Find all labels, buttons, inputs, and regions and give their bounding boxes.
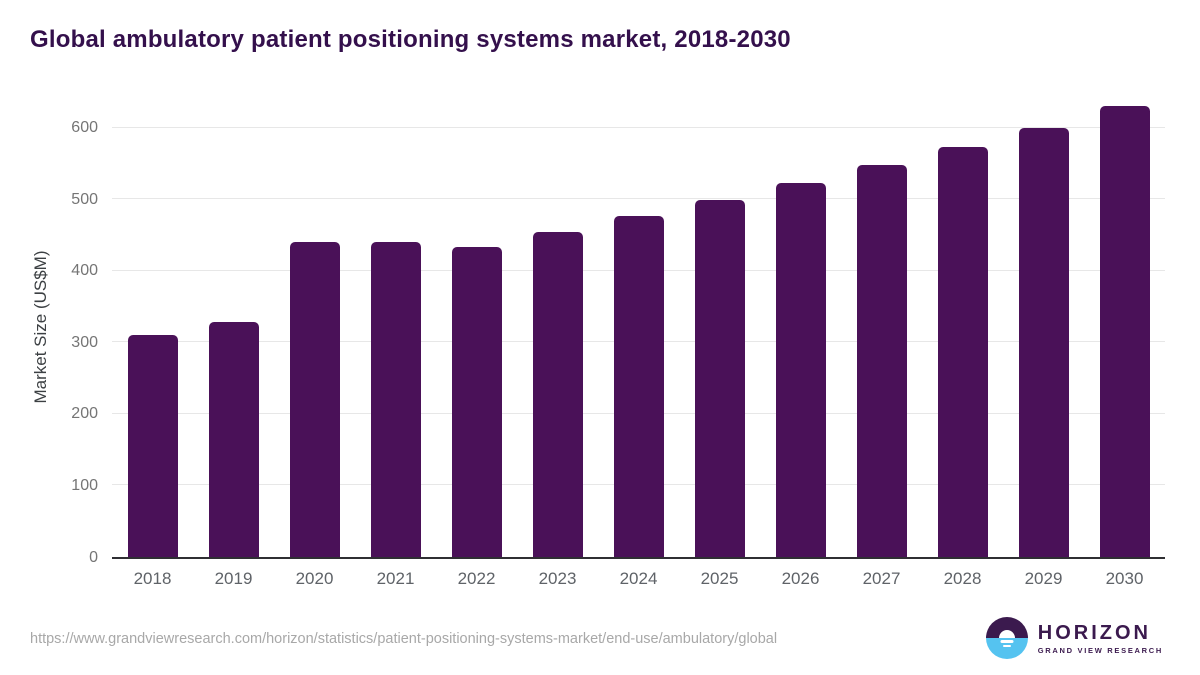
bar-2028: [937, 147, 988, 557]
bar-2027: [856, 164, 907, 557]
gridline-600: [112, 126, 1165, 128]
logo-sun-shape: [998, 630, 1015, 638]
y-tick-label-0: 0: [89, 548, 98, 566]
y-tick-label-100: 100: [71, 476, 98, 494]
y-tick-label-600: 600: [71, 119, 98, 137]
y-axis-title: Market Size (US$M): [31, 250, 50, 404]
bar-slot-2022: [436, 94, 517, 557]
x-tick-label-2027: 2027: [862, 569, 901, 588]
bar-2019: [208, 322, 259, 557]
plot-area: 0 100 200 300 400 500 600: [71, 94, 1165, 566]
x-axis-labels: 2018 2019 2020 2021 2022 2023 2024 2025 2026 2027…: [112, 569, 1165, 589]
bar-2021: [370, 242, 421, 557]
x-tick-label-2026: 2026: [781, 569, 820, 588]
y-tick-label-200: 200: [71, 405, 98, 423]
bar-slot-2027: [841, 94, 922, 557]
bar-2030: [1099, 106, 1150, 557]
x-tick-label-2020: 2020: [295, 569, 334, 588]
x-tick-label-2023: 2023: [538, 569, 577, 588]
bar-slot-2023: [517, 94, 598, 557]
x-tick-label-2030: 2030: [1105, 569, 1144, 588]
horizon-logo: HORIZON GRAND VIEW RESEARCH: [985, 617, 1163, 659]
bar-2025: [694, 200, 745, 557]
x-tick-label-2018: 2018: [133, 569, 172, 588]
bar-slot-2019: [193, 94, 274, 557]
bar-slot-2018: [112, 94, 193, 557]
logo-brand-name: HORIZON: [1037, 621, 1151, 644]
bar-slot-2024: [598, 94, 679, 557]
bar-slot-2025: [679, 94, 760, 557]
x-tick-label-2022: 2022: [457, 569, 496, 588]
source-url: https://www.grandviewresearch.com/horizo…: [30, 631, 778, 647]
bar-slot-2026: [760, 94, 841, 557]
y-tick-label-500: 500: [71, 190, 98, 208]
bars-layer: [112, 94, 1165, 557]
bar-slot-2028: [922, 94, 1003, 557]
bar-2026: [775, 182, 826, 557]
x-tick-label-2019: 2019: [214, 569, 253, 588]
x-tick-label-2025: 2025: [700, 569, 739, 588]
horizon-sun-icon: [985, 617, 1028, 659]
bar-slot-2020: [274, 94, 355, 557]
logo-reflection-line-1: [1000, 640, 1014, 643]
bar-slot-2021: [355, 94, 436, 557]
x-tick-label-2028: 2028: [943, 569, 982, 588]
bar-2020: [289, 241, 340, 557]
x-tick-label-2024: 2024: [619, 569, 658, 588]
logo-tagline: GRAND VIEW RESEARCH: [1037, 645, 1163, 655]
chart-title: Global ambulatory patient positioning sy…: [30, 26, 791, 53]
logo-reflection-line-2: [1002, 645, 1011, 647]
x-tick-label-2029: 2029: [1024, 569, 1063, 588]
x-tick-label-2021: 2021: [376, 569, 415, 588]
bar-2022: [451, 247, 502, 557]
y-tick-label-400: 400: [71, 262, 98, 280]
bar-2023: [532, 232, 583, 557]
bar-2029: [1018, 127, 1069, 557]
bar-slot-2030: [1084, 94, 1165, 557]
y-tick-label-300: 300: [71, 333, 98, 351]
logo-text: HORIZON GRAND VIEW RESEARCH: [1038, 622, 1163, 655]
bar-2024: [613, 215, 664, 557]
bar-2018: [127, 335, 178, 557]
gridline-500: [112, 198, 1165, 200]
bar-slot-2029: [1003, 94, 1084, 557]
